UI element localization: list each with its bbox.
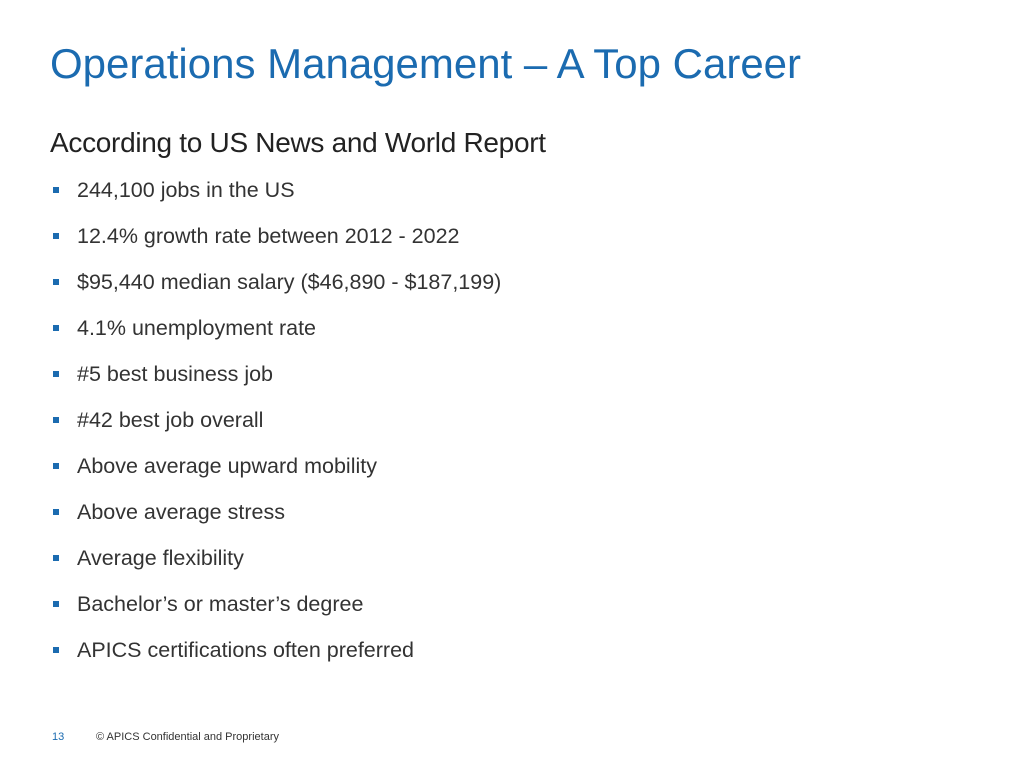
bullet-item: $95,440 median salary ($46,890 - $187,19…	[50, 259, 501, 305]
bullet-text: 4.1% unemployment rate	[77, 315, 317, 340]
bullet-text: 244,100 jobs in the US	[77, 177, 295, 202]
square-bullet-icon	[53, 601, 59, 607]
bullet-text: Average flexibility	[77, 545, 244, 570]
bullet-item: Average flexibility	[50, 535, 501, 581]
bullet-list: 244,100 jobs in the US 12.4% growth rate…	[50, 167, 501, 673]
bullet-text: Above average upward mobility	[77, 453, 377, 478]
bullet-text: #42 best job overall	[77, 407, 264, 432]
bullet-text: Above average stress	[77, 499, 285, 524]
square-bullet-icon	[53, 463, 59, 469]
bullet-item: Above average stress	[50, 489, 501, 535]
square-bullet-icon	[53, 417, 59, 423]
bullet-text: #5 best business job	[77, 361, 274, 386]
square-bullet-icon	[53, 371, 59, 377]
bullet-item: #42 best job overall	[50, 397, 501, 443]
copyright-notice: © APICS Confidential and Proprietary	[96, 731, 279, 743]
bullet-text: Bachelor’s or master’s degree	[77, 591, 364, 616]
bullet-item: Above average upward mobility	[50, 443, 501, 489]
bullet-item: 244,100 jobs in the US	[50, 167, 501, 213]
square-bullet-icon	[53, 233, 59, 239]
bullet-item: 12.4% growth rate between 2012 - 2022	[50, 213, 501, 259]
square-bullet-icon	[53, 279, 59, 285]
square-bullet-icon	[53, 325, 59, 331]
bullet-item: APICS certifications often preferred	[50, 627, 501, 673]
square-bullet-icon	[53, 187, 59, 193]
square-bullet-icon	[53, 555, 59, 561]
bullet-item: Bachelor’s or master’s degree	[50, 581, 501, 627]
page-number: 13	[52, 731, 65, 743]
slide-title: Operations Management – A Top Career	[50, 40, 802, 87]
bullet-text: 12.4% growth rate between 2012 - 2022	[77, 223, 460, 248]
bullet-item: #5 best business job	[50, 351, 501, 397]
bullet-item: 4.1% unemployment rate	[50, 305, 501, 351]
slide-subtitle: According to US News and World Report	[50, 127, 546, 158]
bullet-text: APICS certifications often preferred	[77, 637, 414, 662]
square-bullet-icon	[53, 509, 59, 515]
square-bullet-icon	[53, 647, 59, 653]
bullet-text: $95,440 median salary ($46,890 - $187,19…	[77, 269, 502, 294]
